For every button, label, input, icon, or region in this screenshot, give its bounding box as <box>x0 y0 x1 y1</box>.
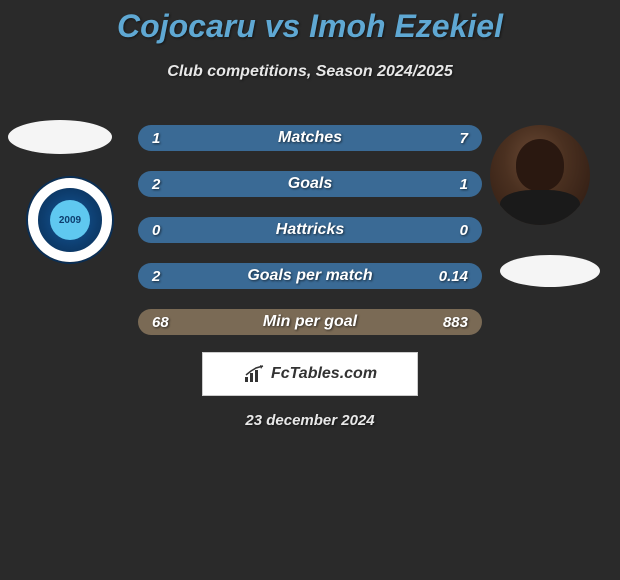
stats-container: 1 Matches 7 2 Goals 1 0 Hattricks 0 2 Go… <box>138 125 482 355</box>
stat-left-value: 68 <box>152 314 182 331</box>
comparison-subtitle: Club competitions, Season 2024/2025 <box>0 63 620 81</box>
stat-label: Goals <box>288 175 332 193</box>
stat-label: Hattricks <box>276 221 344 239</box>
stat-row-min-per-goal: 68 Min per goal 883 <box>138 309 482 335</box>
left-player-avatar <box>8 120 112 154</box>
right-player-club-badge <box>500 255 600 287</box>
fctables-logo-box[interactable]: FcTables.com <box>202 352 418 396</box>
stat-right-value: 883 <box>438 314 468 331</box>
comparison-title: Cojocaru vs Imoh Ezekiel <box>0 0 620 45</box>
stat-right-value: 0.14 <box>438 268 468 285</box>
stat-row-hattricks: 0 Hattricks 0 <box>138 217 482 243</box>
stat-label: Matches <box>278 129 342 147</box>
stat-left-value: 0 <box>152 222 182 239</box>
date-text: 23 december 2024 <box>245 412 374 429</box>
stat-left-value: 2 <box>152 268 182 285</box>
stat-row-goals-per-match: 2 Goals per match 0.14 <box>138 263 482 289</box>
badge-year: 2009 <box>50 200 90 240</box>
stat-left-value: 1 <box>152 130 182 147</box>
stat-label: Min per goal <box>263 313 357 331</box>
stat-right-value: 7 <box>438 130 468 147</box>
stat-label: Goals per match <box>247 267 372 285</box>
stat-row-matches: 1 Matches 7 <box>138 125 482 151</box>
stat-left-value: 2 <box>152 176 182 193</box>
left-player-club-badge: 2009 <box>28 178 112 262</box>
stat-row-goals: 2 Goals 1 <box>138 171 482 197</box>
stat-right-value: 1 <box>438 176 468 193</box>
chart-icon <box>243 365 267 383</box>
fctables-logo-text: FcTables.com <box>271 365 377 383</box>
stat-right-value: 0 <box>438 222 468 239</box>
right-player-avatar <box>490 125 590 225</box>
